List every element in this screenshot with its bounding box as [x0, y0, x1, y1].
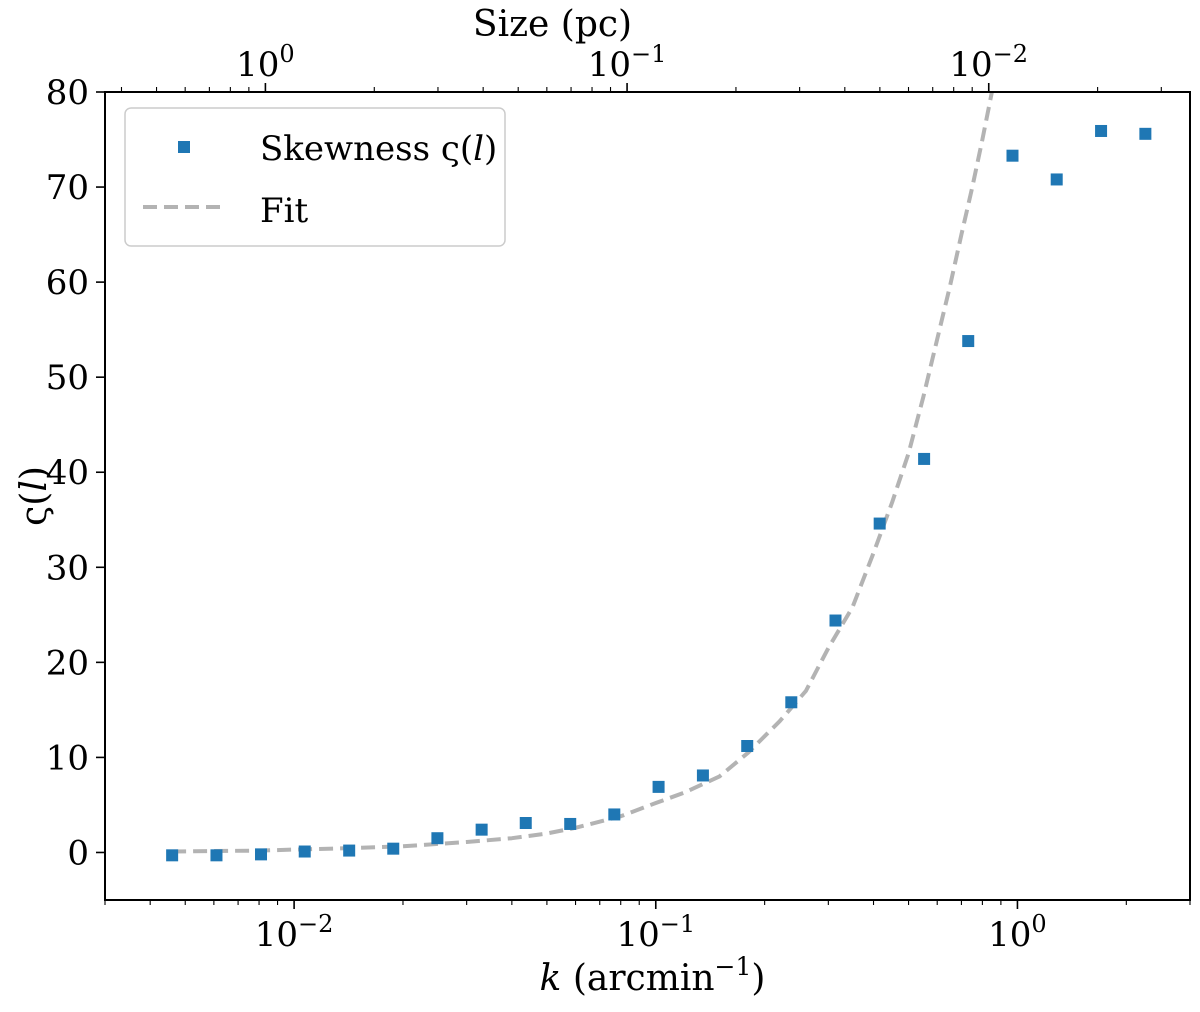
top-tick-label: 10−1 — [588, 40, 667, 85]
skewness-point — [873, 517, 886, 530]
skewness-point — [431, 832, 444, 845]
x-axis-exp: −1 — [715, 952, 752, 981]
y-tick-label: 80 — [46, 73, 89, 113]
skewness-point — [1095, 124, 1108, 137]
plot-frame — [104, 91, 1191, 901]
top-tick-exp: 0 — [279, 40, 294, 68]
y-tick-label: 20 — [46, 643, 89, 683]
skewness-point — [1139, 127, 1152, 140]
skewness-point — [166, 849, 179, 862]
x-tick-label: 10−1 — [616, 910, 695, 955]
skewness-point — [519, 817, 532, 830]
skewness-point — [652, 780, 665, 793]
skewness-point — [918, 452, 931, 465]
legend-label-fit: Fit — [260, 191, 308, 231]
skewness-point — [298, 845, 311, 858]
fit-layer — [172, 91, 994, 854]
skewness-point — [696, 769, 709, 782]
skewness-point — [829, 614, 842, 627]
y-tick-label: 40 — [46, 453, 89, 493]
top-tick-label: 10−2 — [949, 40, 1028, 85]
top-tick-base: 10 — [588, 45, 631, 85]
x-axis-unit: (arcmin — [561, 958, 714, 999]
skewness-point — [785, 696, 798, 709]
legend-marker-skewness — [178, 141, 190, 153]
skewness-point — [210, 849, 223, 862]
x-tick-label: 100 — [988, 910, 1047, 955]
skewness-point — [741, 740, 754, 753]
top-tick-base: 10 — [236, 45, 279, 85]
points-layer — [166, 124, 1152, 862]
skewness-point — [608, 808, 621, 821]
y-tick-label: 50 — [46, 358, 89, 398]
x-tick-exp: −2 — [298, 910, 333, 938]
x-tick-base: 10 — [616, 915, 659, 955]
y-tick-label: 70 — [46, 168, 89, 208]
skewness-point — [962, 335, 975, 348]
y-tick-label: 30 — [46, 548, 89, 588]
y-axis-close: ) — [14, 466, 55, 480]
skewness-point — [387, 842, 400, 855]
skewness-point — [255, 848, 268, 861]
top-tick-exp: −1 — [631, 40, 666, 68]
top-tick-label: 100 — [236, 40, 295, 85]
y-tick-label: 10 — [46, 738, 89, 778]
x-tick-label: 10−2 — [255, 910, 334, 955]
x-axis-var: k — [540, 958, 562, 999]
y-tick-label: 0 — [67, 833, 89, 873]
y-axis-base: ς( — [14, 492, 55, 526]
x-tick-base: 10 — [255, 915, 298, 955]
x-axis-label: k (arcmin−1) — [540, 952, 766, 999]
legend-label-skewness: Skewness ς(l) — [260, 129, 497, 169]
skewness-point — [343, 844, 356, 857]
legend: Skewness ς(l) Fit — [124, 107, 506, 247]
top-axis-label: Size (pc) — [473, 4, 632, 45]
x-tick-base: 10 — [988, 915, 1031, 955]
skewness-point — [564, 817, 577, 830]
legend-box — [124, 107, 506, 247]
skewness-point — [1050, 173, 1063, 186]
fit-line — [172, 91, 994, 854]
y-tick-label: 60 — [46, 263, 89, 303]
y-axis-label: ς(l) — [14, 466, 55, 526]
skewness-point — [475, 823, 488, 836]
skewness-point — [1006, 149, 1019, 162]
y-axis-var: l — [14, 480, 55, 492]
x-tick-exp: 0 — [1031, 910, 1046, 938]
top-tick-exp: −2 — [993, 40, 1028, 68]
top-tick-base: 10 — [949, 45, 992, 85]
x-axis-close: ) — [751, 958, 765, 999]
x-tick-exp: −1 — [660, 910, 695, 938]
